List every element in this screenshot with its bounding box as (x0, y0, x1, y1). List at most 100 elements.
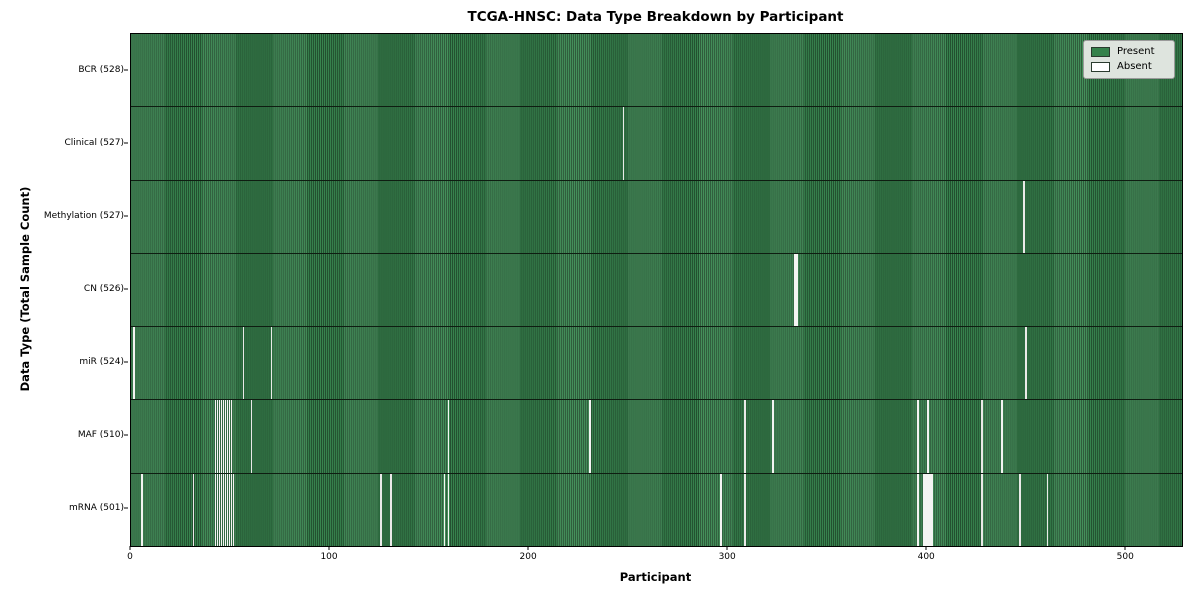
absent-gap (1018, 473, 1021, 546)
absent-gap (744, 400, 746, 473)
x-axis-ticks: 0 100 200 300 400 500 (127, 546, 1181, 566)
texture-overlay (131, 473, 1182, 546)
heatmap-row-CN (131, 253, 1182, 328)
absent-gap (228, 473, 231, 546)
heatmap-row-mRNA (131, 473, 1182, 546)
absent-gap (214, 473, 217, 546)
absent-gap (927, 473, 929, 546)
absent-gap (220, 400, 223, 473)
y-tick-mark (124, 69, 128, 71)
present-swatch-icon (1091, 47, 1110, 57)
x-tick-mark (726, 546, 728, 550)
x-axis-label: Participant (619, 570, 692, 584)
y-tick-label: Clinical (527) (64, 137, 124, 148)
y-axis-ticks: BCR (528) Clinical (527) Methylation (527)… (0, 33, 128, 545)
absent-gap (622, 107, 625, 180)
absent-gap (222, 400, 225, 473)
absent-gap (230, 473, 233, 546)
chart-title: TCGA-HNSC: Data Type Breakdown by Partic… (467, 9, 844, 25)
absent-gap (981, 400, 983, 473)
y-tick-mark (124, 361, 128, 363)
y-tick-label: BCR (528) (78, 64, 124, 75)
absent-gap (218, 400, 221, 473)
absent-gap (794, 253, 796, 327)
absent-gap (1022, 180, 1025, 253)
x-tick-label: 0 (127, 552, 133, 562)
x-tick-mark (925, 546, 927, 550)
y-tick-label: Methylation (527) (43, 210, 124, 221)
absent-gap (270, 327, 273, 400)
heatmap-row-MAF (131, 400, 1182, 474)
absent-gap (220, 473, 223, 546)
absent-gap (214, 400, 217, 473)
absent-gap (931, 473, 933, 546)
heatmap-row-Clinical (131, 107, 1182, 181)
legend: Present Absent (1083, 40, 1175, 79)
absent-gap (981, 473, 983, 546)
absent-gap (389, 473, 392, 546)
absent-gap (917, 473, 920, 546)
absent-gap (192, 473, 195, 546)
absent-gap (720, 473, 722, 546)
heatmap-row-Methylation (131, 180, 1182, 254)
texture-overlay (131, 34, 1182, 107)
x-tick-label: 400 (917, 552, 935, 562)
x-tick-mark (129, 546, 131, 550)
absent-gap (216, 473, 219, 546)
legend-entry-absent: Absent (1091, 62, 1166, 72)
x-tick-mark (1124, 546, 1126, 550)
legend-present-label: Present (1117, 46, 1155, 57)
absent-gap (772, 400, 774, 473)
absent-gap (216, 400, 219, 473)
texture-overlay (131, 107, 1182, 180)
absent-gap (744, 473, 746, 546)
absent-gap (917, 400, 920, 473)
absent-gap (218, 473, 221, 546)
legend-absent-label: Absent (1117, 61, 1152, 72)
absent-gap (380, 473, 382, 546)
absent-gap (133, 327, 135, 400)
absent-gap (226, 473, 229, 546)
absent-gap (224, 473, 227, 546)
absent-gap (228, 400, 231, 473)
absent-gap (796, 253, 798, 327)
heatmap-row-BCR (131, 34, 1182, 108)
x-tick-mark (328, 546, 330, 550)
absent-swatch-icon (1091, 62, 1110, 72)
absent-gap (250, 400, 253, 473)
y-tick-label: mRNA (501) (69, 503, 124, 514)
absent-gap (925, 473, 927, 546)
x-tick-label: 100 (320, 552, 338, 562)
absent-gap (224, 400, 227, 473)
heatmap-plot-area (130, 33, 1183, 547)
absent-gap (230, 400, 233, 473)
y-tick-mark (124, 434, 128, 436)
absent-gap (232, 473, 235, 546)
x-tick-label: 300 (718, 552, 736, 562)
absent-gap (929, 473, 931, 546)
absent-gap (141, 473, 143, 546)
y-tick-label: MAF (510) (77, 430, 124, 441)
absent-gap (589, 400, 591, 473)
absent-gap (1001, 400, 1003, 473)
texture-overlay (131, 253, 1182, 327)
absent-gap (447, 473, 450, 546)
y-tick-label: miR (524) (79, 357, 124, 368)
x-tick-label: 200 (519, 552, 537, 562)
texture-overlay (131, 400, 1182, 473)
legend-entry-present: Present (1091, 47, 1166, 57)
y-tick-mark (124, 215, 128, 217)
x-tick-mark (527, 546, 529, 550)
y-tick-mark (124, 288, 128, 290)
x-tick-label: 500 (1116, 552, 1134, 562)
absent-gap (222, 473, 225, 546)
absent-gap (226, 400, 229, 473)
absent-gap (923, 473, 925, 546)
absent-gap (1024, 327, 1027, 400)
absent-gap (447, 400, 450, 473)
absent-gap (242, 327, 245, 400)
absent-gap (443, 473, 446, 546)
absent-gap (1046, 473, 1049, 546)
y-tick-mark (124, 142, 128, 144)
